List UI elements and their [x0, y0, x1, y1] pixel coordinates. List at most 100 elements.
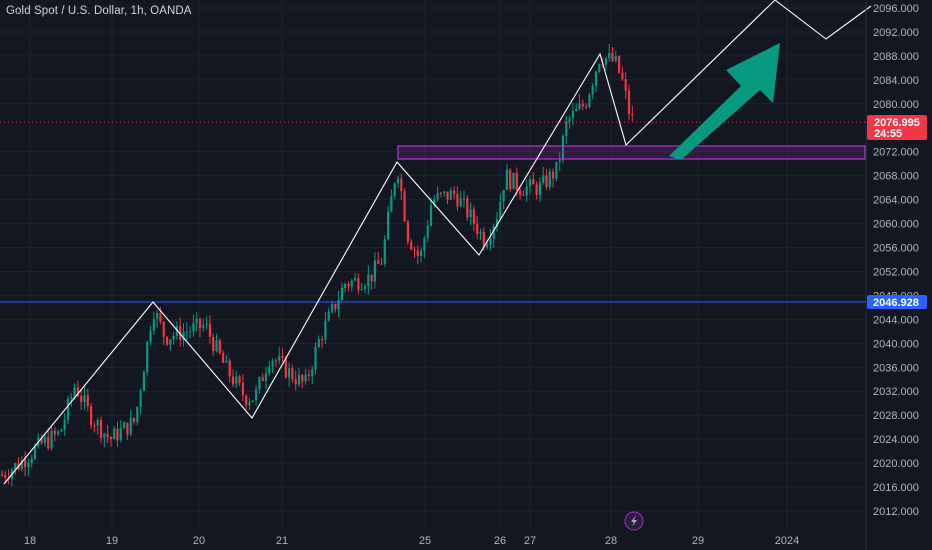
candle-body: [218, 340, 221, 353]
time-axis: 18 19 20 21 25 26 27 28 29 2024: [24, 535, 799, 547]
price-tick-label: 2068.000: [873, 171, 919, 183]
candle-body: [568, 118, 571, 122]
candle-body: [304, 374, 307, 382]
candle-body: [581, 103, 584, 107]
price-tick-label: 2040.000: [873, 338, 919, 350]
candle-body: [509, 170, 512, 190]
candle-body: [528, 179, 532, 187]
candle-body: [96, 419, 99, 426]
candle-body: [264, 373, 268, 382]
time-tick-label: 21: [276, 535, 288, 547]
zigzag-pattern[interactable]: [3, 0, 872, 485]
candle-body: [532, 179, 535, 185]
candle-body: [215, 340, 218, 352]
price-tick-label: 2052.000: [873, 266, 919, 278]
candle-body: [426, 225, 429, 239]
candle-body: [505, 170, 508, 190]
candle-body: [423, 238, 426, 251]
candle-body: [571, 111, 574, 119]
price-tick-label: 2024.000: [873, 434, 919, 446]
candle-body: [479, 231, 482, 234]
candle-body: [344, 284, 347, 288]
chart-title: Gold Spot / U.S. Dollar, 1h, OANDA: [6, 5, 192, 17]
candle-body: [90, 406, 93, 426]
candle-body: [297, 374, 301, 385]
demand-zone[interactable]: [397, 145, 866, 160]
price-tick-label: 2020.000: [873, 458, 919, 470]
candle-body: [627, 90, 631, 115]
candle-body: [314, 347, 317, 370]
candle-body: [132, 417, 136, 423]
candle-body: [50, 430, 53, 449]
candle-body: [238, 376, 241, 383]
lightning-icon[interactable]: [624, 511, 644, 531]
candle-body: [383, 239, 386, 264]
candle-body: [261, 377, 264, 382]
price-tick-label: 2088.000: [873, 51, 919, 63]
price-tick-label: 2056.000: [873, 243, 919, 255]
candle-body: [476, 223, 479, 234]
candle-body: [585, 106, 588, 108]
candle-body: [73, 387, 76, 398]
candle-body: [525, 186, 528, 196]
candle-body: [377, 260, 380, 264]
candle-body: [245, 395, 248, 406]
candle-body: [373, 260, 376, 282]
candle-body: [33, 446, 37, 459]
lightning-icon-glyph: [631, 515, 637, 527]
candle-body: [47, 436, 50, 449]
time-tick-label: 26: [494, 535, 506, 547]
candle-body: [350, 280, 353, 287]
candle-body: [519, 190, 522, 195]
candle-body: [594, 71, 598, 86]
price-tick-label: 2092.000: [873, 27, 919, 39]
candle-body: [575, 109, 578, 112]
time-tick-label: 18: [24, 535, 36, 547]
candle-body: [205, 323, 208, 325]
candle-body: [512, 172, 515, 190]
candle-body: [291, 368, 294, 380]
candle-body: [169, 339, 172, 345]
candle-body: [60, 429, 63, 432]
candle-body: [268, 366, 271, 374]
candle-body: [80, 396, 83, 403]
candle-body: [420, 250, 423, 256]
candle-body: [195, 318, 198, 324]
price-tick-label: 2016.000: [873, 482, 919, 494]
candle-body: [588, 94, 591, 108]
current-price-badge: 2076.995 24:55: [867, 115, 927, 140]
candle-body: [614, 56, 617, 61]
grid: [0, 0, 866, 530]
candle-body: [433, 199, 436, 206]
candle-body: [4, 475, 7, 478]
candle-body: [152, 318, 155, 331]
candle-body: [631, 114, 634, 116]
candle-body: [311, 369, 314, 376]
current-price-badge-bg: [867, 115, 927, 140]
candle-body: [429, 205, 433, 226]
candle-body: [113, 428, 116, 440]
candle-body: [591, 85, 594, 95]
countdown-value: 24:55: [874, 128, 902, 140]
price-tick-label: 2036.000: [873, 362, 919, 374]
candle-body: [469, 209, 472, 218]
time-tick-label: 2024: [775, 535, 799, 547]
candle-body: [558, 160, 561, 162]
candle-body: [548, 171, 551, 187]
candle-body: [149, 330, 152, 342]
candle-body: [466, 198, 469, 218]
candle-body: [175, 326, 178, 336]
candle-body: [208, 323, 211, 337]
candle-body: [327, 311, 330, 321]
candle-body: [410, 241, 413, 250]
candle-body: [24, 460, 27, 468]
price-tick-label: 2028.000: [873, 410, 919, 422]
candle-body: [393, 183, 396, 196]
candle-body: [103, 433, 106, 438]
candle-body: [354, 277, 357, 281]
candle-body: [482, 231, 485, 248]
projection-arrow[interactable]: [669, 43, 780, 160]
candle-body: [321, 339, 324, 341]
